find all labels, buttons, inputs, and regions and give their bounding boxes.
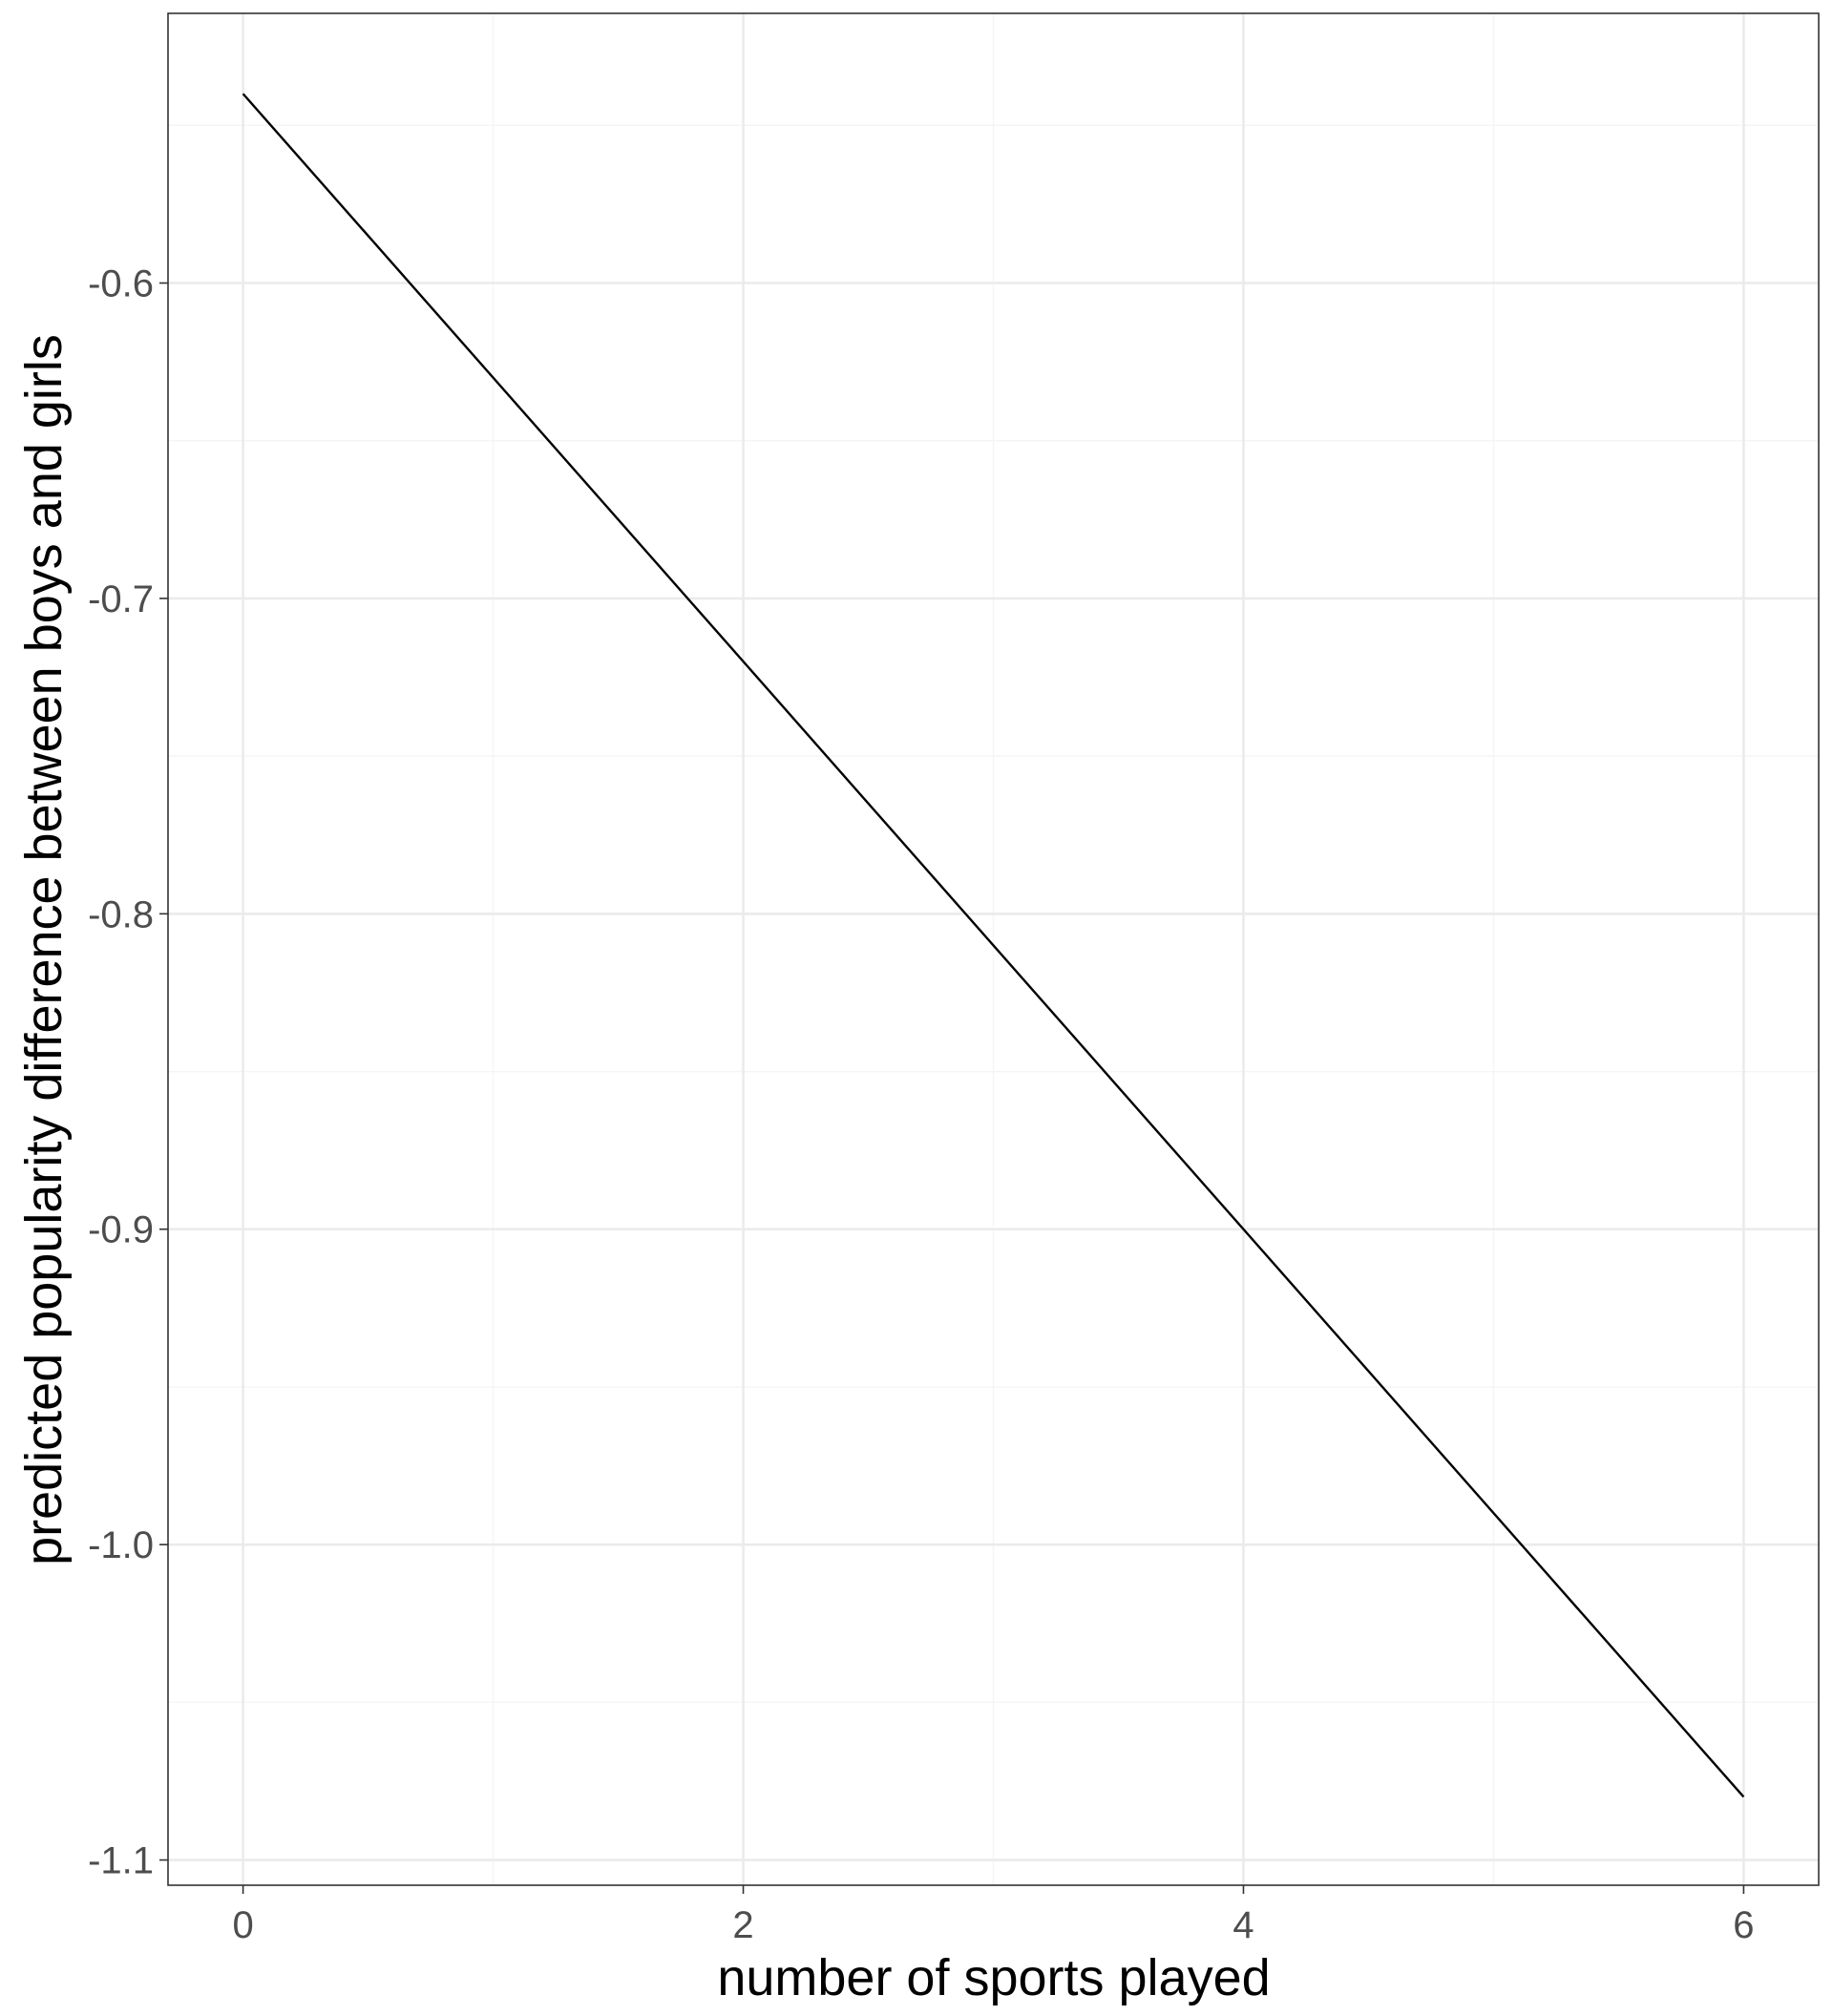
x-tick-label: 6 xyxy=(1733,1904,1754,1946)
x-tick-label: 2 xyxy=(732,1904,753,1946)
y-axis-title: predicted popularity difference between … xyxy=(15,334,73,1565)
y-tick-label: -1.0 xyxy=(88,1524,154,1566)
plot-panel: 0 2 4 6 -1.1 -1.0 -0.9 -0.8 -0.7 -0.6 xyxy=(88,12,1820,1946)
y-tick-label: -1.1 xyxy=(88,1840,154,1882)
y-tick-label: -0.9 xyxy=(88,1209,154,1251)
y-tick-label: -0.8 xyxy=(88,893,154,935)
series-line xyxy=(242,93,1745,1798)
x-tick-label: 4 xyxy=(1233,1904,1254,1946)
x-tick-label: 0 xyxy=(232,1904,253,1946)
x-axis-title: number of sports played xyxy=(717,1949,1270,2006)
y-tick-label: -0.6 xyxy=(88,263,154,305)
panel-border xyxy=(167,12,1820,1886)
y-tick-label: -0.7 xyxy=(88,578,154,620)
